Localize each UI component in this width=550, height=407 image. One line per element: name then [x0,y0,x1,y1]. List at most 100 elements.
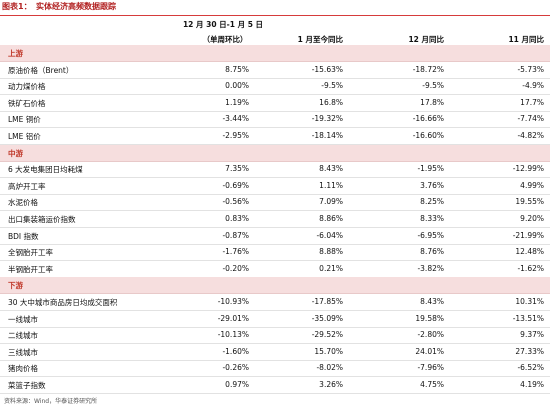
cell-value: -4.9% [522,81,544,91]
cell-value: 3.76% [420,180,444,190]
cell-value: -1.95% [417,164,444,174]
cell-value: -9.5% [321,81,343,91]
table-row: 一线城市 -29.01% -35.09% 19.58% -13.51% [0,311,550,328]
cell-value: -3.82% [417,263,444,273]
section-row: 下游 [0,277,550,295]
cell-value: 1.11% [319,180,343,190]
cell-value: -0.26% [222,363,249,373]
table-row: 菜篮子指数 0.97% 3.26% 4.75% 4.19% [0,377,550,394]
cell-value: -6.04% [316,230,343,240]
cell-value: -35.09% [311,313,343,323]
row-label: 半钢胎开工率 [8,264,53,274]
cell-value: -29.01% [217,313,249,323]
row-label: 出口集装箱运价指数 [8,215,76,224]
cell-value: -5.73% [517,64,544,74]
cell-value: -18.14% [311,131,343,140]
row-label: 动力煤价格 [8,82,46,92]
table-header: 12 月 30 日-1 月 5 日 （单周环比） 1 月至今同比 12 月同比 … [0,15,550,45]
row-label: 水泥价格 [8,198,38,208]
section-row: 上游 [0,45,550,62]
cell-value: 4.75% [420,380,444,389]
table-row: 全钢胎开工率 -1.76% 8.88% 8.76% 12.48% [0,244,550,262]
table-row: LME 铝价 -2.95% -18.14% -16.60% -4.82% [0,128,550,145]
table-row: 铁矿石价格 1.19% 16.8% 17.8% 17.7% [0,95,550,112]
row-label: 一线城市 [8,314,38,324]
row-label: 原油价格（Brent） [8,65,74,75]
table-row: 原油价格（Brent） 8.75% -15.63% -18.72% -5.73% [0,62,550,79]
cell-value: 9.20% [520,214,544,223]
row-label: LME 铜价 [8,115,41,125]
cell-value: 7.35% [225,164,249,174]
header-period: 12 月 30 日-1 月 5 日 [182,20,264,29]
table-row: 6 大发电集团日均耗煤 7.35% 8.43% -1.95% -12.99% [0,161,550,179]
cell-value: -29.52% [311,330,343,340]
cell-value: -0.56% [222,197,249,207]
row-label: 猪肉价格 [8,364,38,374]
table-row: 二线城市 -10.13% -29.52% -2.80% 9.37% [0,327,550,345]
table-row: 水泥价格 -0.56% 7.09% 8.25% 19.55% [0,194,550,212]
table-row: 猪肉价格 -0.26% -8.02% -7.96% -6.52% [0,360,550,378]
table-row: LME 铜价 -3.44% -19.32% -16.66% -7.74% [0,111,550,129]
cell-value: -2.95% [222,131,249,140]
cell-value: 1.19% [225,97,249,107]
cell-value: 27.33% [515,346,544,356]
cell-value: 12.48% [515,247,544,257]
cell-value: 8.76% [420,247,444,257]
cell-value: -15.63% [311,64,343,74]
row-label: 二线城市 [8,331,38,341]
row-label: 6 大发电集团日均耗煤 [8,165,83,175]
cell-value: -16.60% [412,131,444,140]
row-label: 高炉开工率 [8,181,46,191]
table-row: 高炉开工率 -0.69% 1.11% 3.76% 4.99% [0,178,550,195]
cell-value: -2.80% [417,330,444,340]
cell-value: 0.83% [225,214,249,223]
cell-value: -0.69% [222,180,249,190]
cell-value: 24.01% [415,346,444,356]
cell-value: -10.93% [217,297,249,306]
table-row: 出口集装箱运价指数 0.83% 8.86% 8.33% 9.20% [0,211,550,228]
cell-value: 19.55% [515,197,544,207]
row-label: 全钢胎开工率 [8,248,53,258]
row-label: 三线城市 [8,347,38,357]
table-row: 30 大中城市商品房日均成交面积 -10.93% -17.85% 8.43% 10.31… [0,294,550,311]
cell-value: -8.02% [316,363,343,373]
cell-value: -21.99% [512,230,544,240]
cell-value: -0.87% [222,230,249,240]
cell-value: -12.99% [512,164,544,174]
cell-value: 9.37% [520,330,544,340]
cell-value: -7.74% [517,114,544,124]
cell-value: 8.33% [420,214,444,223]
cell-value: -4.82% [517,131,544,140]
cell-value: 8.43% [420,297,444,306]
cell-value: -1.60% [222,346,249,356]
cell-value: 8.75% [225,64,249,74]
figure-title: 实体经济高频数据跟踪 [36,2,116,11]
cell-value: 19.58% [415,313,444,323]
cell-value: -6.52% [517,363,544,373]
cell-value: 10.31% [515,297,544,306]
cell-value: -9.5% [422,81,444,91]
cell-value: -13.51% [512,313,544,323]
section-label: 上游 [8,49,23,58]
cell-value: -7.96% [417,363,444,373]
source-note: 资料来源：Wind，华泰证券研究所 [4,398,98,405]
cell-value: -1.76% [222,247,249,257]
cell-value: -1.62% [517,263,544,273]
row-label: BDI 指数 [8,231,39,241]
cell-value: -19.32% [311,114,343,124]
cell-value: -16.66% [412,114,444,124]
header-dec-yoy: 12 月同比 [408,35,444,44]
section-label: 中游 [8,148,23,158]
section-label: 下游 [8,281,23,291]
cell-value: -6.95% [417,230,444,240]
header-nov-yoy: 11 月同比 [508,35,544,44]
header-ytd-yoy: 1 月至今同比 [297,35,343,44]
cell-value: -18.72% [412,64,444,74]
cell-value: -10.13% [217,330,249,340]
table-row: 三线城市 -1.60% 15.70% 24.01% 27.33% [0,344,550,361]
table-row: BDI 指数 -0.87% -6.04% -6.95% -21.99% [0,228,550,245]
cell-value: 8.25% [420,197,444,207]
cell-value: 15.70% [314,346,343,356]
cell-value: 0.00% [225,81,249,91]
cell-value: 8.88% [319,247,343,257]
